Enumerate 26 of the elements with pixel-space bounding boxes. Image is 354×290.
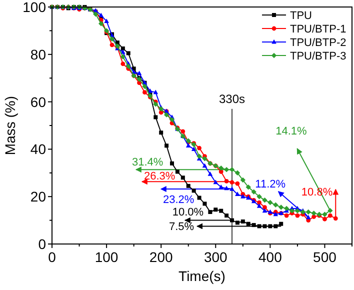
x-tick-label: 0 [48, 249, 56, 265]
y-tick-label: 40 [30, 141, 46, 158]
x-tick-label: 500 [313, 249, 337, 265]
x-tick-label: 200 [149, 249, 173, 265]
x-axis-title: Time(s) [178, 268, 226, 284]
ref-line-label: 330s [218, 92, 246, 106]
y-tick-label: 100 [22, 0, 46, 15]
x-tick-label: 300 [204, 249, 228, 265]
legend-label: TPU/BTP-1 [290, 24, 346, 36]
annotation: 23.2% [163, 194, 194, 206]
y-tick-label: 0 [38, 236, 46, 252]
annotation: 14.1% [276, 126, 307, 138]
y-tick-label: 20 [30, 188, 46, 205]
annotation: 31.4% [132, 156, 164, 169]
x-tick-label: 100 [94, 249, 118, 265]
annotation: 11.2% [255, 178, 286, 190]
annotation: 7.5% [169, 221, 194, 234]
legend-label: TPU [290, 10, 312, 22]
legend-label: TPU/BTP-3 [290, 50, 346, 62]
annotation: 10.0% [172, 206, 204, 218]
x-tick-label: 400 [258, 249, 282, 265]
y-tick-label: 60 [30, 94, 46, 110]
legend-label: TPU/BTP-2 [290, 37, 346, 49]
annotation: 26.3% [144, 170, 176, 183]
y-axis-title: Mass (%) [2, 96, 18, 156]
y-tick-label: 80 [30, 46, 46, 62]
